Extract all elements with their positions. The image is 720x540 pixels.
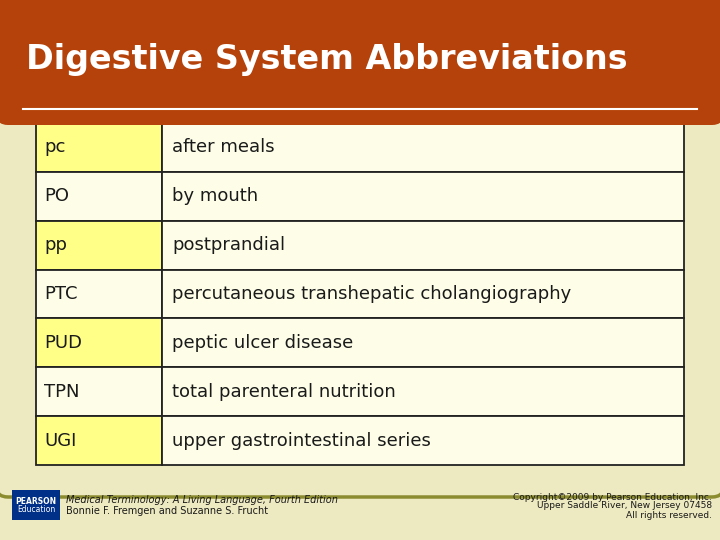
Text: PO: PO	[44, 187, 69, 205]
Text: TPN: TPN	[44, 383, 79, 401]
Text: peptic ulcer disease: peptic ulcer disease	[172, 334, 354, 352]
Bar	[163, 416, 684, 465]
Bar	[36, 269, 163, 319]
Text: PEARSON: PEARSON	[15, 496, 57, 505]
Bar	[36, 221, 163, 269]
Bar	[163, 319, 684, 367]
Text: Digestive System Abbreviations: Digestive System Abbreviations	[26, 44, 628, 77]
Bar	[12, 490, 60, 520]
Bar	[36, 172, 163, 221]
Bar	[163, 367, 684, 416]
Bar	[163, 269, 684, 319]
Text: by mouth: by mouth	[172, 187, 258, 205]
Text: total parenteral nutrition: total parenteral nutrition	[172, 383, 396, 401]
Text: pc: pc	[44, 138, 66, 157]
Bar	[163, 221, 684, 269]
Text: after meals: after meals	[172, 138, 275, 157]
Text: Medical Terminology: A Living Language, Fourth Edition: Medical Terminology: A Living Language, …	[66, 495, 338, 505]
Bar	[36, 123, 163, 172]
FancyBboxPatch shape	[0, 11, 720, 497]
FancyBboxPatch shape	[0, 0, 720, 125]
Text: UGI: UGI	[44, 431, 76, 450]
Text: postprandial: postprandial	[172, 236, 286, 254]
Bar	[163, 123, 684, 172]
Bar	[36, 367, 163, 416]
Text: Copyright©2009 by Pearson Education, Inc.: Copyright©2009 by Pearson Education, Inc…	[513, 492, 712, 502]
Bar	[163, 172, 684, 221]
Text: Bonnie F. Fremgen and Suzanne S. Frucht: Bonnie F. Fremgen and Suzanne S. Frucht	[66, 506, 268, 516]
Text: Upper Saddle River, New Jersey 07458: Upper Saddle River, New Jersey 07458	[537, 502, 712, 510]
Text: PTC: PTC	[44, 285, 78, 303]
Text: PUD: PUD	[44, 334, 82, 352]
Text: percutaneous transhepatic cholangiography: percutaneous transhepatic cholangiograph…	[172, 285, 572, 303]
Bar	[36, 319, 163, 367]
Text: upper gastrointestinal series: upper gastrointestinal series	[172, 431, 431, 450]
Text: Education: Education	[17, 505, 55, 515]
Text: pp: pp	[44, 236, 67, 254]
Bar	[36, 416, 163, 465]
Text: All rights reserved.: All rights reserved.	[626, 510, 712, 519]
